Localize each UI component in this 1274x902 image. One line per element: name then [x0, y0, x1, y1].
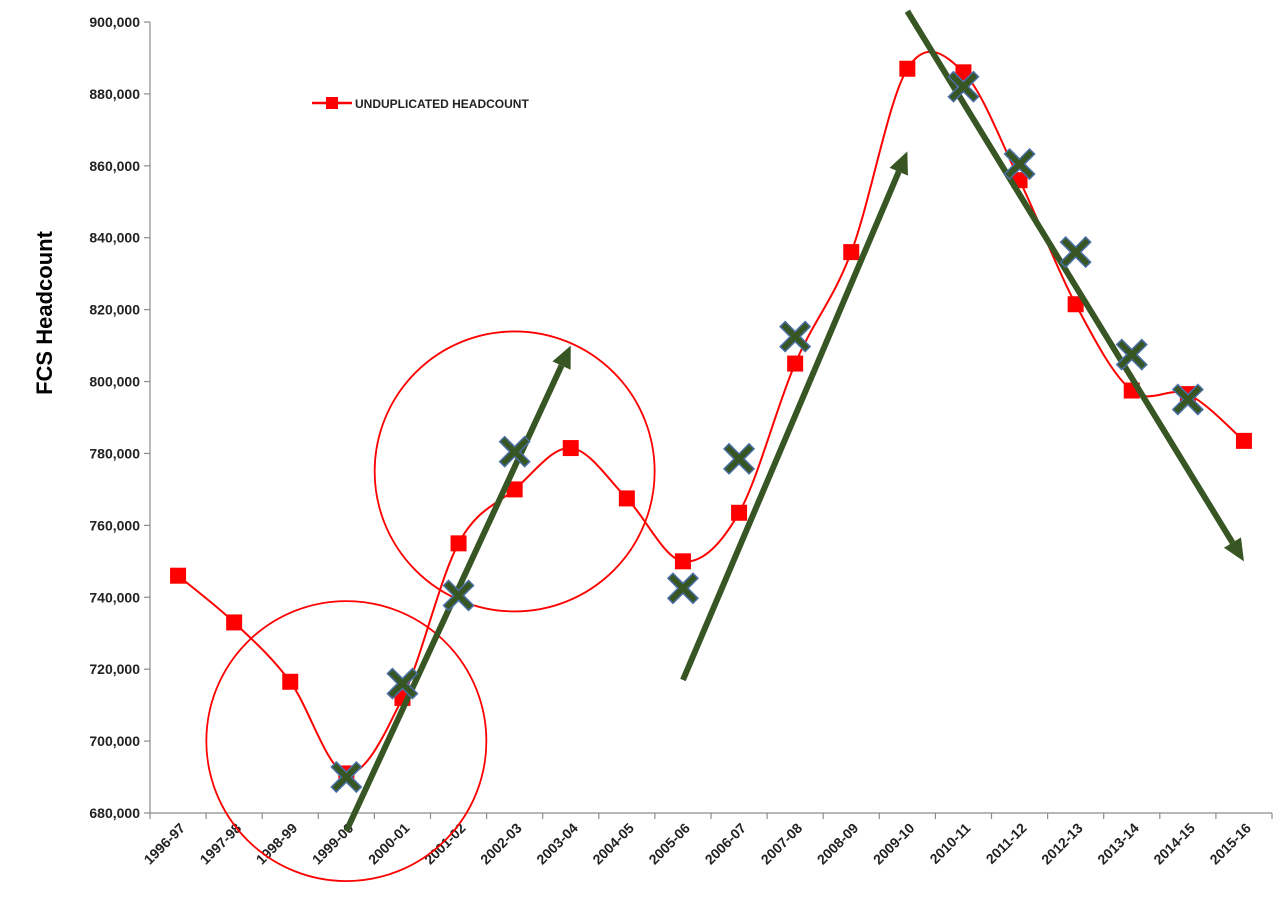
trend-arrow-head: [552, 345, 571, 370]
x-tick-label: 2009-10: [870, 820, 918, 868]
y-tick-label: 680,000: [89, 805, 140, 821]
cross-marker: [722, 442, 756, 475]
data-point: [450, 535, 467, 552]
data-point: [1067, 296, 1084, 313]
cross-marker: [947, 70, 980, 103]
y-tick-label: 820,000: [89, 302, 140, 318]
y-tick-label: 720,000: [89, 661, 140, 677]
data-point: [618, 490, 635, 507]
y-tick-label: 880,000: [89, 86, 140, 102]
y-tick-label: 760,000: [89, 517, 140, 533]
y-tick-label: 740,000: [89, 589, 140, 605]
x-tick-label: 1997-98: [197, 820, 245, 868]
cross-marker: [1115, 338, 1148, 371]
x-tick-label: 2008-09: [814, 820, 862, 868]
cross-marker: [666, 572, 700, 605]
x-tick-label: 2005-06: [645, 820, 693, 868]
legend: UNDUPLICATED HEADCOUNT: [312, 97, 529, 111]
square-markers: [170, 60, 1252, 782]
legend-marker: [326, 97, 338, 109]
cross-marker: [1171, 383, 1204, 416]
cross-marker: [386, 667, 419, 700]
cross-marker: [1059, 236, 1092, 269]
x-tick-label: 2002-03: [477, 820, 525, 868]
data-point: [170, 567, 187, 584]
series-line: [177, 50, 1245, 775]
trend-arrow-shaft: [904, 9, 1236, 545]
cross-marker: [442, 579, 475, 612]
data-point: [787, 355, 804, 372]
data-point: [226, 614, 243, 631]
x-tick-label: 2003-04: [533, 820, 581, 868]
x-tick-label: 2012-13: [1038, 820, 1086, 868]
axes: 680,000 700,000 720,000 740,000 760,000 780,0…: [89, 14, 1273, 868]
trend-arrows: [343, 9, 1244, 833]
x-tick-label: 2001-02: [421, 820, 469, 868]
highlight-circle: [373, 330, 656, 613]
data-point: [731, 504, 748, 521]
data-point: [282, 673, 299, 690]
y-tick-label: 780,000: [89, 445, 140, 461]
x-tick-label: 1998-99: [253, 820, 301, 868]
x-tick-label: 2013-14: [1094, 820, 1142, 868]
data-point: [899, 60, 916, 77]
y-tick-label: 700,000: [89, 733, 140, 749]
cross-marker: [779, 320, 812, 353]
x-tick-label: 1996-97: [141, 820, 189, 868]
x-tick-label: 2010-11: [926, 820, 973, 867]
data-point: [562, 440, 579, 457]
series-layer: [177, 50, 1245, 775]
legend-label: UNDUPLICATED HEADCOUNT: [355, 97, 529, 111]
cross-markers: [330, 70, 1204, 794]
y-tick-label: 800,000: [89, 374, 140, 390]
cross-marker: [498, 435, 531, 468]
data-point: [955, 64, 972, 81]
trend-arrow-head: [889, 151, 908, 176]
trend-arrow-head: [1223, 537, 1244, 562]
x-tick-label: 2011-12: [983, 820, 1030, 867]
data-point: [506, 481, 523, 498]
x-tick-label: 2007-08: [758, 820, 806, 868]
y-axis-title: FCS Headcount: [32, 230, 57, 394]
y-tick-label: 840,000: [89, 230, 140, 246]
trend-arrow-shaft: [680, 170, 902, 682]
data-point: [1235, 432, 1252, 449]
data-point: [843, 244, 860, 261]
data-point: [674, 553, 691, 570]
cross-marker: [330, 760, 363, 794]
y-tick-label: 900,000: [89, 14, 140, 30]
highlight-circle: [205, 600, 488, 882]
x-tick-label: 2004-05: [589, 820, 637, 868]
y-tick-label: 860,000: [89, 158, 140, 174]
highlight-circles: [205, 330, 656, 882]
x-tick-label: 2006-07: [702, 820, 750, 868]
x-tick-label: 2014-15: [1150, 820, 1198, 868]
x-tick-label: 2000-01: [365, 820, 413, 868]
x-tick-label: 2015-16: [1206, 820, 1254, 868]
cross-marker: [1003, 147, 1036, 181]
